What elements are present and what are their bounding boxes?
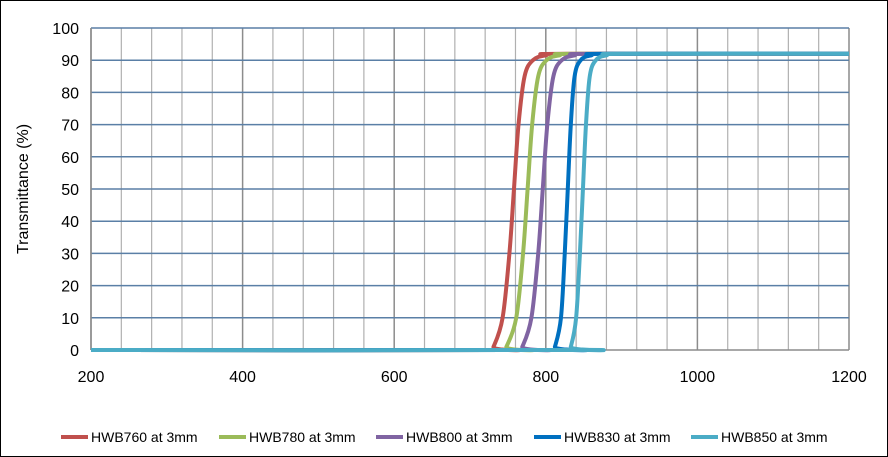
series-line-3	[90, 51, 850, 353]
x-tick-labels: 200 400 600 800 1000 1200	[78, 369, 867, 386]
x-tick-label: 400	[229, 369, 256, 386]
series-line-5	[90, 51, 850, 353]
series-lines	[90, 51, 850, 353]
series-line-2	[90, 51, 850, 353]
legend-label: HWB830 at 3mm	[564, 429, 671, 445]
x-tick-label: 200	[78, 369, 105, 386]
y-tick-label: 20	[61, 279, 79, 296]
y-tick-label: 50	[61, 182, 79, 199]
series-line-1	[90, 51, 850, 353]
series-line-4	[90, 51, 850, 353]
legend: HWB760 at 3mm HWB780 at 3mm HWB800 at 3mm H…	[61, 429, 828, 445]
x-tick-label: 1000	[680, 369, 716, 386]
y-tick-label: 40	[61, 214, 79, 231]
y-tick-label: 80	[61, 85, 79, 102]
x-tick-label: 600	[381, 369, 408, 386]
y-tick-label: 90	[61, 53, 79, 70]
grid	[90, 27, 850, 351]
legend-label: HWB780 at 3mm	[249, 429, 356, 445]
x-tick-label: 1200	[831, 369, 867, 386]
y-tick-labels: 0 10 20 30 40 50 60 70 80 90 100	[52, 21, 79, 360]
legend-label: HWB800 at 3mm	[406, 429, 513, 445]
y-tick-label: 60	[61, 150, 79, 167]
y-tick-label: 10	[61, 311, 79, 328]
x-tick-label: 800	[532, 369, 559, 386]
y-tick-label: 30	[61, 246, 79, 263]
legend-label: HWB850 at 3mm	[721, 429, 828, 445]
y-tick-label: 0	[70, 343, 79, 360]
y-tick-label: 70	[61, 118, 79, 135]
y-axis-label: Transmittance (%)	[15, 124, 32, 254]
y-tick-label: 100	[52, 21, 79, 38]
legend-label: HWB760 at 3mm	[91, 429, 198, 445]
